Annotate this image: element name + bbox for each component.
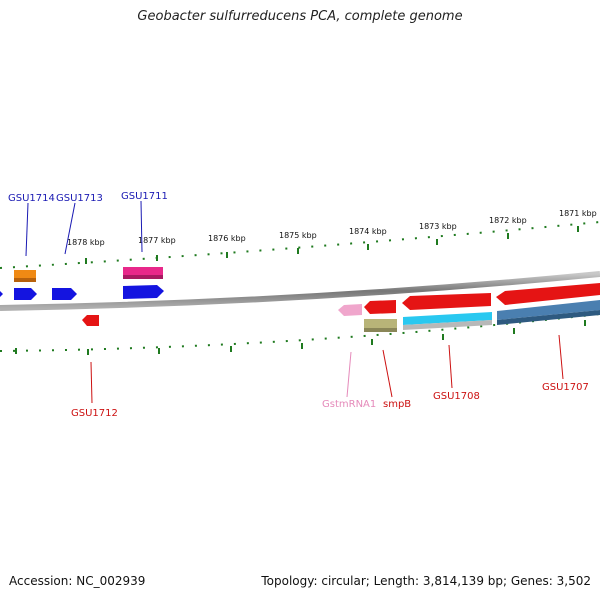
accession-text: Accession: NC_002939 (9, 574, 146, 588)
scale-label-1871: 1871 kbp (559, 209, 597, 218)
gene-smpB-red[interactable] (364, 300, 396, 314)
label-GSU1708[interactable]: GSU1708 (433, 391, 480, 402)
gene-far-left-blue[interactable] (0, 291, 3, 297)
genome-backbone (0, 271, 600, 311)
upper-scale-track (0, 221, 600, 269)
gene-blue-3[interactable] (123, 285, 164, 299)
gene-smpB-olive[interactable] (364, 319, 397, 332)
label-GSU1707[interactable]: GSU1707 (542, 382, 589, 393)
gene-blue-1[interactable] (14, 288, 37, 300)
upper-major-ticks (85, 226, 579, 264)
gene-GSU1707-red[interactable] (496, 283, 600, 305)
genome-stats-text: Topology: circular; Length: 3,814,139 bp… (261, 574, 591, 588)
scale-label-1878: 1878 kbp (67, 238, 105, 247)
gene-blue-2[interactable] (52, 288, 77, 300)
scale-label-1874: 1874 kbp (349, 227, 387, 236)
label-GSU1712[interactable]: GSU1712 (71, 408, 118, 419)
label-smpB[interactable]: smpB (383, 399, 411, 410)
gene-GSU1714-orange[interactable] (14, 270, 36, 282)
gene-GSU1711-pink[interactable] (123, 267, 163, 279)
scale-label-1875: 1875 kbp (279, 231, 317, 240)
leader-GstmRNA1 (346, 351, 352, 398)
leader-GSU1707 (558, 334, 564, 380)
lower-major-ticks (15, 320, 586, 355)
lower-scale-track (0, 313, 600, 352)
scale-label-1877: 1877 kbp (138, 236, 176, 245)
leader-GSU1708 (448, 344, 453, 389)
gene-GstmRNA1[interactable] (338, 304, 362, 316)
label-GSU1711[interactable]: GSU1711 (121, 191, 168, 202)
gene-GSU1707-steel[interactable] (497, 300, 600, 325)
genome-title: Geobacter sulfurreducens PCA, complete g… (137, 9, 463, 24)
leader-smpB (382, 349, 393, 398)
gene-GSU1708-cyan[interactable] (403, 312, 492, 330)
label-GSU1714[interactable]: GSU1714 (8, 193, 55, 204)
gene-GSU1708-red[interactable] (402, 293, 491, 310)
gene-GSU1712-red[interactable] (82, 315, 99, 326)
scale-label-1873: 1873 kbp (419, 222, 457, 231)
scale-label-1876: 1876 kbp (208, 234, 246, 243)
label-GstmRNA1[interactable]: GstmRNA1 (322, 399, 376, 410)
label-GSU1713[interactable]: GSU1713 (56, 193, 103, 204)
scale-label-1872: 1872 kbp (489, 216, 527, 225)
upper-leader-lines (25, 200, 143, 257)
leader-GSU1712 (90, 361, 93, 404)
